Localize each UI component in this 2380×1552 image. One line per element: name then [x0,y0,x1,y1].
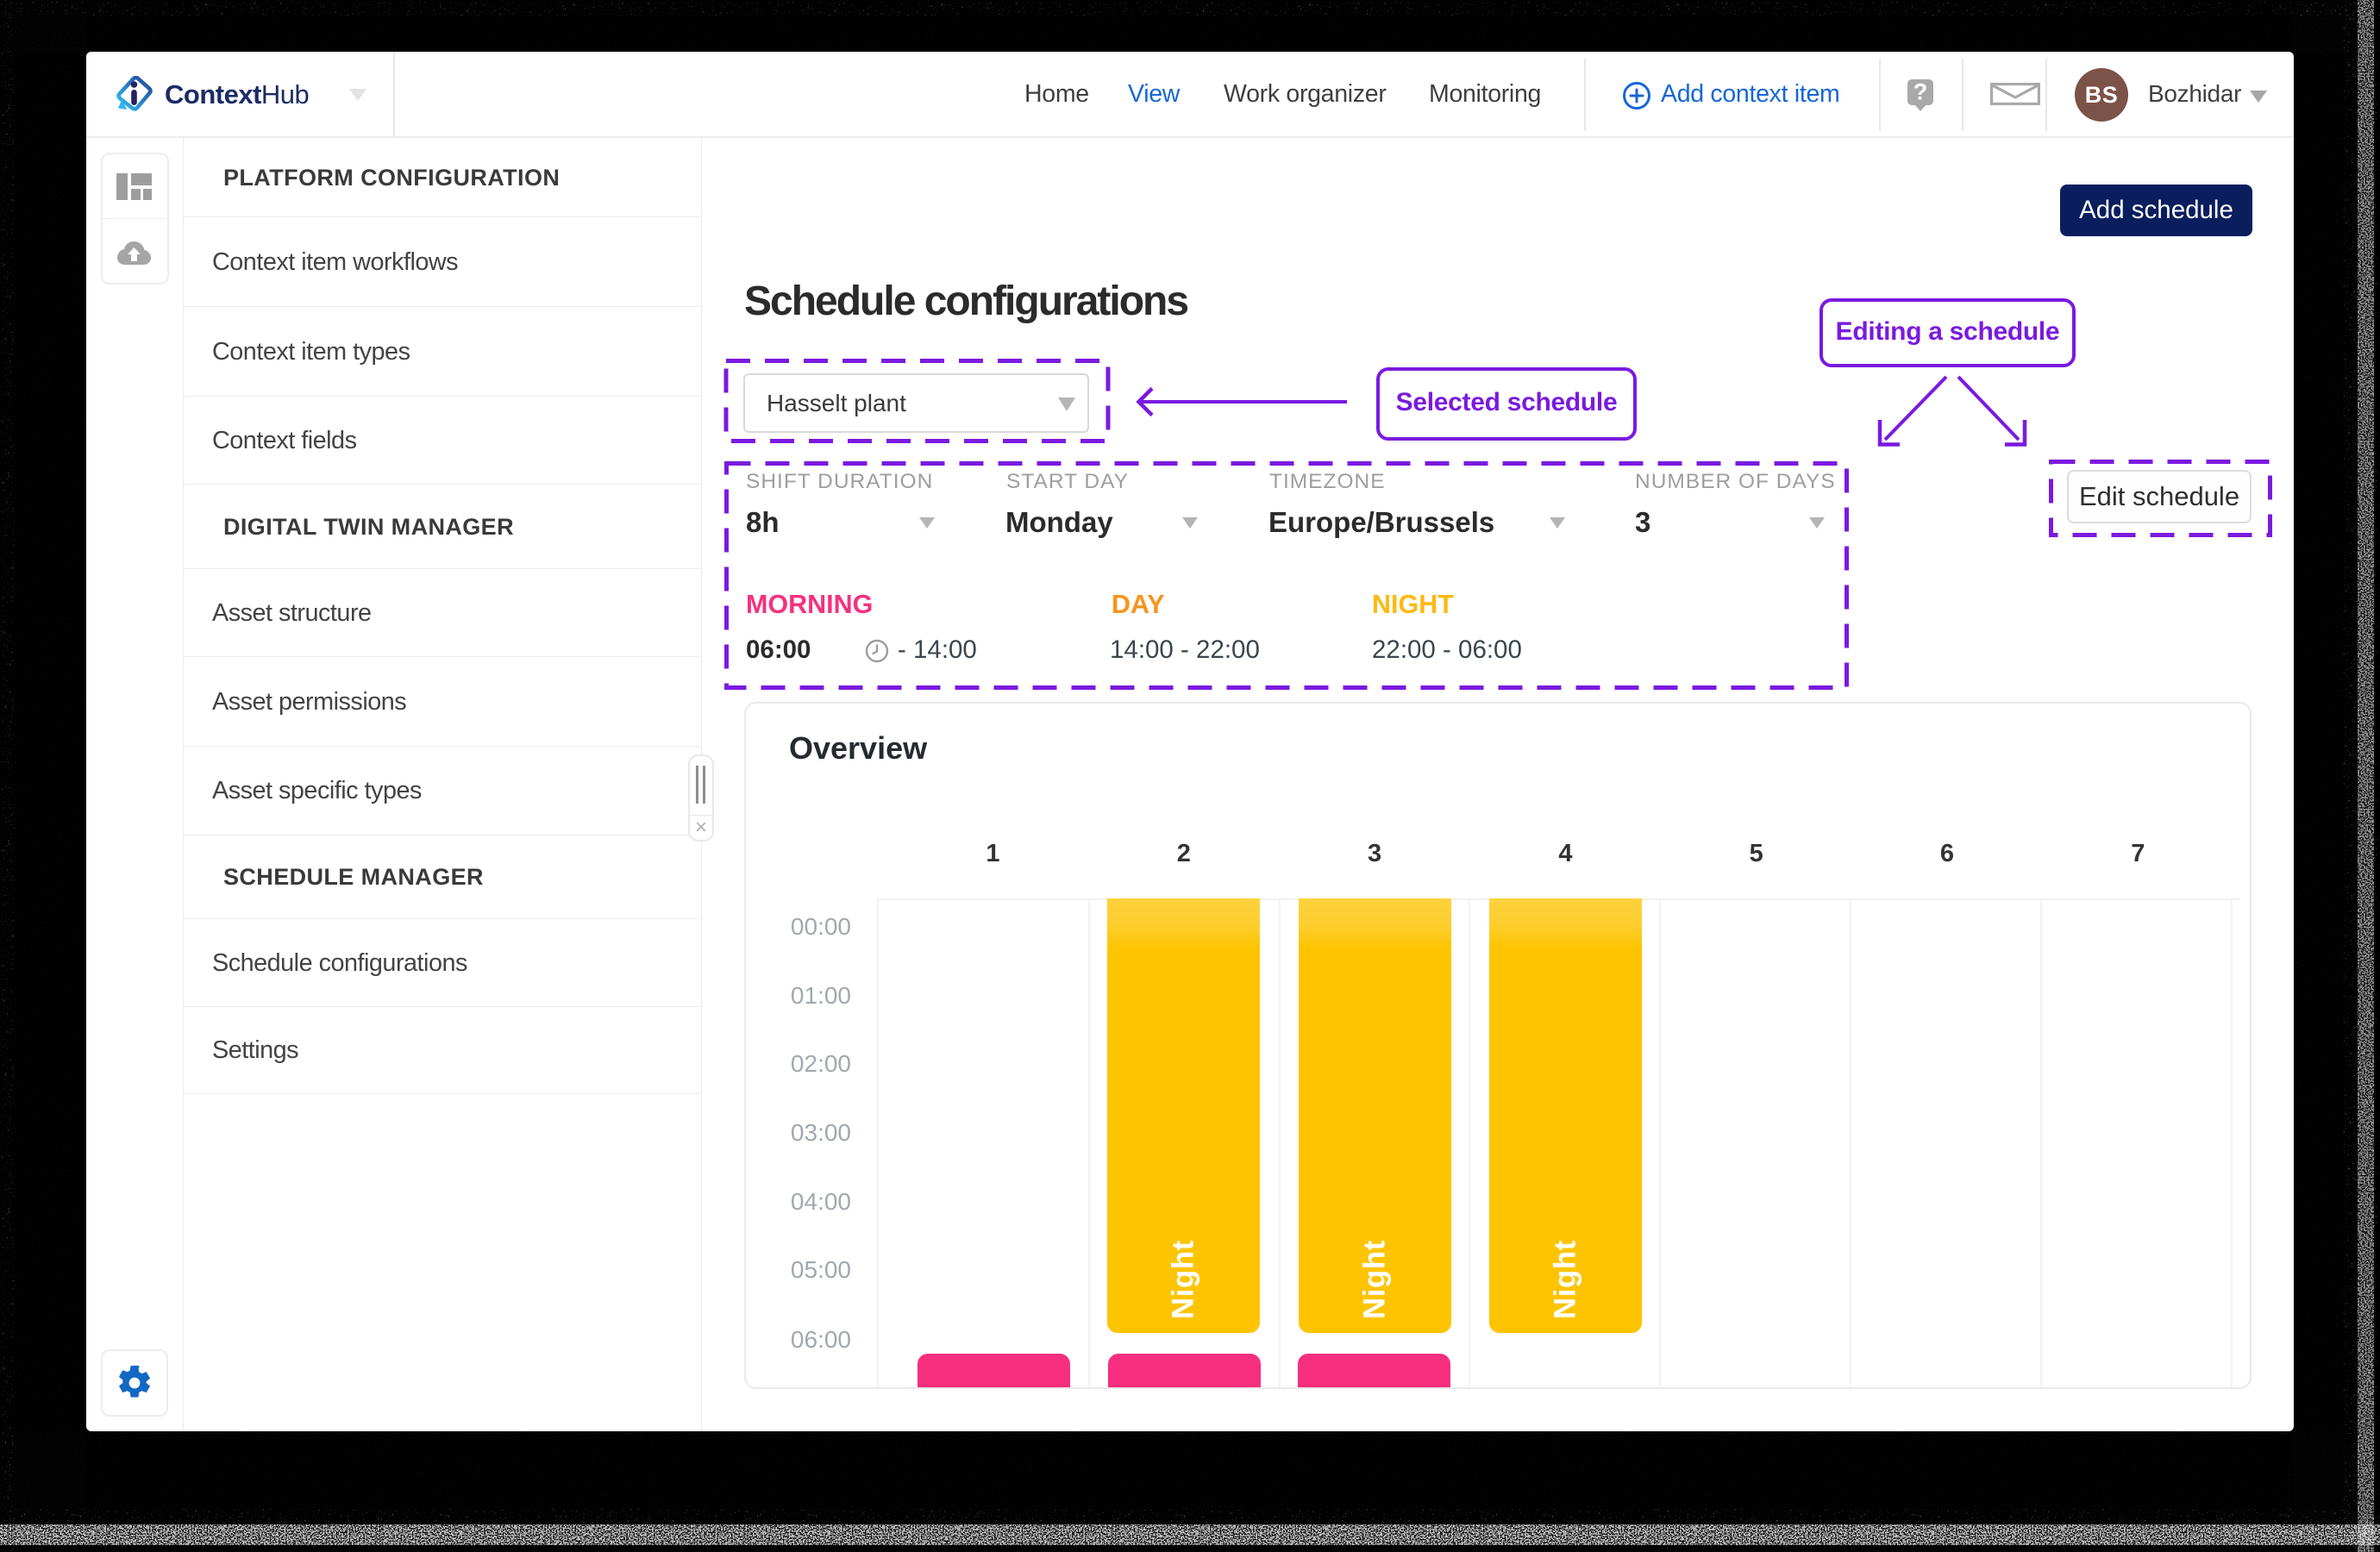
svg-text:?: ? [1913,79,1928,105]
